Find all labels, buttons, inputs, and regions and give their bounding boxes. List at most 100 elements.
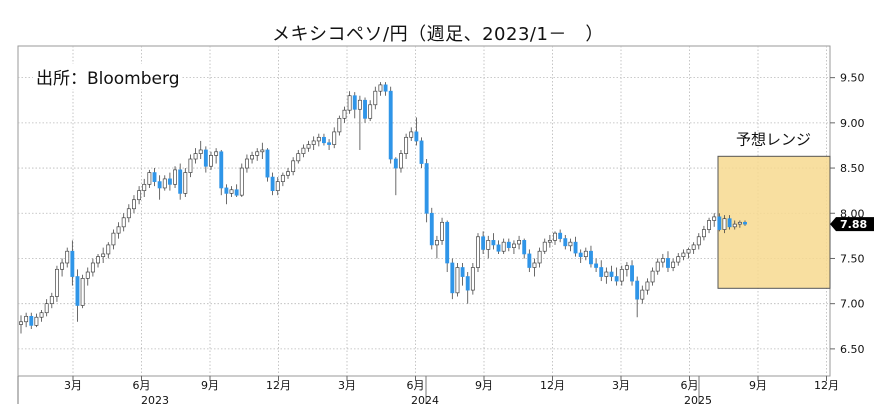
candle-body [491,240,496,246]
candle-body [167,178,172,185]
candle-body [486,240,491,250]
y-tick-label: 9.50 [840,72,865,85]
candle-body [681,252,686,258]
candle-body [568,241,573,247]
candle-body [635,280,640,300]
candle-body [301,147,306,154]
candle-body [527,253,532,268]
candle-body [39,312,44,318]
x-tick-label: 9月 [749,379,767,392]
candle-body [429,212,434,246]
candle-body [132,199,136,210]
candle-body [96,256,100,264]
candle-body [450,262,455,294]
candle-body [106,244,111,255]
candle-body [373,90,378,106]
forecast-range-box [717,155,831,289]
candle-body [55,268,59,297]
candle-body [219,151,224,189]
candle-body [157,181,162,189]
candle-body [203,149,208,167]
candle-body [327,142,332,145]
candle-body [660,258,665,263]
candle-body [90,262,95,273]
candle-body [126,208,131,219]
candle-body [383,84,388,92]
candle-body [419,140,424,164]
candle-body [101,253,106,258]
candle-body [111,232,116,246]
x-tick-label: 3月 [612,379,630,392]
candle-body [342,109,347,119]
x-tick-label: 9月 [475,379,493,392]
candle-body [75,276,80,306]
last-value-pointer [830,217,836,232]
candle-body [316,136,321,142]
candle-body [34,316,39,326]
x-tick-label: 9月 [201,379,219,392]
candle-body [558,232,563,239]
candle-body [337,117,342,133]
x-tick-label: 3月 [64,379,82,392]
candle-body [60,262,65,270]
candle-body [737,221,742,225]
candle-body [152,172,157,182]
candle-body [198,149,203,154]
candle-body [260,149,265,153]
candle-body [121,217,126,228]
candle-body [722,218,727,230]
chart-title: メキシコペソ/円（週足、2023/1－ ） [272,24,604,45]
candle-body [604,271,609,277]
candle-body [363,99,367,119]
candle-body [553,232,557,241]
candle-body [116,226,121,234]
candle-body [311,140,316,145]
candle-body [614,276,619,282]
candle-body [506,241,511,248]
candle-body [511,243,516,248]
candle-body [188,158,193,173]
candle-body [671,261,676,268]
candle-body [676,256,681,263]
forecast-range-label: 予想レンジ [736,130,811,148]
candle-body [573,241,578,254]
candle-body [368,104,373,119]
candle-body [49,296,54,305]
candle-body [80,278,85,306]
candle-body [532,262,537,268]
candle-body [291,160,296,173]
candle-body [707,220,711,230]
candle-body [501,241,506,252]
candle-body [183,172,188,194]
candle-body [445,221,450,264]
candle-body [727,218,732,228]
candle-body [322,136,326,144]
candle-body [717,216,722,230]
candle-body [640,289,645,300]
candle-body [624,265,629,270]
candle-body [29,315,34,326]
x-tick-label: 12月 [814,379,839,392]
candle-body [378,84,383,92]
candle-body [470,267,475,291]
candle-body [563,238,568,247]
candle-body [24,315,29,323]
x-year-label: 2024 [411,394,439,407]
candle-body [476,236,480,268]
candle-body [460,267,465,277]
candle-body [296,153,301,162]
candle-body [619,268,624,282]
candle-body [712,216,717,221]
candle-body [265,149,270,178]
candle-body [594,263,599,268]
x-tick-label: 6月 [133,379,151,392]
candle-body [280,174,285,182]
candle-body [732,223,737,228]
candle-body [578,252,583,258]
candle-body [701,229,706,238]
candle-body [137,190,142,201]
candle-body [481,236,486,250]
candle-body [255,151,260,156]
candle-body [193,153,198,160]
